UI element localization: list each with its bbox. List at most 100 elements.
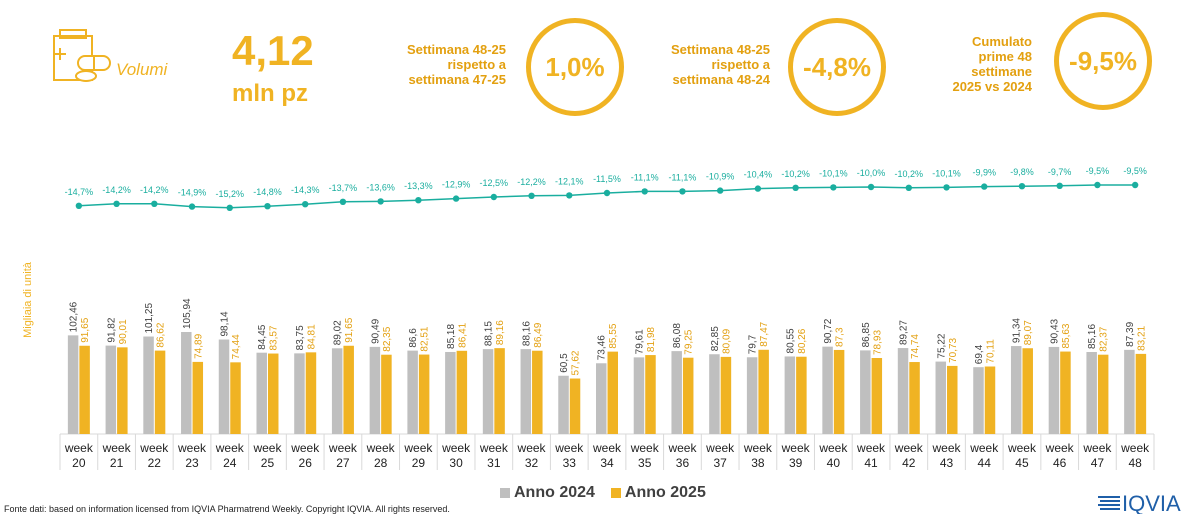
- bar-label-2025: 91,65: [80, 317, 91, 342]
- x-tick-label-week: week: [64, 441, 94, 455]
- bar-label-2024: 83,75: [295, 325, 306, 350]
- bar-label-2025: 86,41: [457, 322, 468, 347]
- bar-2024: [596, 363, 607, 434]
- bar-label-2024: 69,4: [974, 344, 985, 364]
- bar-label-2025: 74,44: [231, 334, 242, 359]
- x-tick-label-week: week: [290, 441, 320, 455]
- bar-label-2025: 90,01: [118, 319, 129, 344]
- x-tick-label-number: 47: [1091, 456, 1105, 470]
- bar-label-2024: 85,16: [1087, 324, 1098, 349]
- pct-change-label: -10,2%: [895, 169, 924, 179]
- kpi-cumulative-value: -9,5%: [1069, 45, 1137, 76]
- volumi-label: Volumi: [116, 60, 168, 79]
- pct-change-label: -12,1%: [555, 176, 584, 186]
- bar-label-2025: 78,93: [872, 330, 883, 355]
- bar-2024: [520, 349, 532, 434]
- pct-change-label: -12,2%: [517, 177, 546, 187]
- bar-label-2025: 91,65: [344, 317, 355, 342]
- bar-label-2024: 101,25: [144, 302, 155, 333]
- bar-2025: [871, 358, 883, 434]
- x-tick-label-number: 20: [72, 456, 86, 470]
- bar-label-2025: 86,62: [156, 322, 167, 347]
- bar-label-2024: 60,5: [559, 353, 570, 373]
- pct-change-point: [603, 189, 611, 197]
- x-tick-label-number: 43: [940, 456, 954, 470]
- x-tick-label-week: week: [1120, 441, 1150, 455]
- bar-label-2025: 70,73: [948, 337, 959, 362]
- pct-change-point: [943, 184, 950, 191]
- pct-change-point: [641, 188, 648, 195]
- x-tick-label-week: week: [592, 441, 622, 455]
- x-tick-label-week: week: [1007, 441, 1037, 455]
- x-tick-label-number: 33: [563, 456, 577, 470]
- x-tick-label-week: week: [479, 441, 509, 455]
- bar-2025: [720, 356, 732, 434]
- pct-change-label: -9,5%: [1123, 166, 1147, 176]
- bar-label-2024: 90,43: [1049, 318, 1060, 343]
- bar-label-2024: 88,16: [521, 321, 532, 346]
- pct-change-label: -14,2%: [102, 185, 131, 195]
- bar-label-2024: 88,15: [484, 321, 495, 346]
- legend-swatch-2024: [500, 488, 510, 498]
- bar-2025: [532, 350, 543, 434]
- x-tick-label-number: 22: [148, 456, 162, 470]
- kpi-week-vs-last-year-text: Settimana 48-25 rispetto a settimana 48-24: [671, 42, 770, 87]
- bar-label-2025: 83,21: [1136, 325, 1147, 350]
- x-tick-label-number: 35: [638, 456, 652, 470]
- bar-2025: [947, 365, 958, 434]
- bar-2024: [294, 353, 305, 434]
- bar-label-2025: 82,35: [382, 326, 393, 351]
- pct-change-label: -9,8%: [1010, 167, 1034, 177]
- bar-2024: [105, 345, 117, 434]
- bar-label-2024: 91,82: [106, 317, 117, 342]
- pct-change-label: -15,2%: [215, 189, 244, 199]
- bar-2025: [607, 351, 618, 434]
- x-tick-label-number: 21: [110, 456, 124, 470]
- pct-change-label: -12,9%: [442, 180, 471, 190]
- svg-text:IQVIA: IQVIA: [1122, 491, 1181, 514]
- pct-change-point: [415, 197, 422, 204]
- bar-label-2024: 90,72: [823, 318, 834, 343]
- bar-label-2024: 80,55: [785, 328, 796, 353]
- pct-change-point: [679, 188, 686, 195]
- x-tick-label-number: 46: [1053, 456, 1067, 470]
- bar-2024: [558, 375, 569, 434]
- x-tick-label-number: 40: [827, 456, 841, 470]
- bar-label-2025: 82,37: [1099, 326, 1110, 351]
- x-tick-label-week: week: [818, 441, 848, 455]
- bar-2024: [822, 346, 833, 434]
- pct-change-label: -14,3%: [291, 185, 320, 195]
- pct-change-point: [75, 202, 83, 209]
- pct-change-point: [754, 185, 762, 192]
- x-tick-label-week: week: [403, 441, 433, 455]
- x-tick-label-week: week: [743, 441, 773, 455]
- x-tick-label-week: week: [1082, 441, 1112, 455]
- bar-label-2024: 75,22: [936, 333, 947, 358]
- bar-label-2024: 90,49: [370, 318, 381, 343]
- bar-label-2025: 80,09: [721, 328, 732, 353]
- x-tick-label-number: 31: [487, 456, 501, 470]
- bar-2024: [218, 339, 230, 434]
- bar-label-2024: 89,27: [899, 320, 910, 345]
- bar-label-2025: 57,62: [571, 350, 582, 375]
- iqvia-logo: IQVIA: [1098, 491, 1181, 514]
- x-tick-label-number: 42: [902, 456, 916, 470]
- legend-label-2024: Anno 2024: [514, 484, 595, 501]
- x-tick-label-week: week: [667, 441, 697, 455]
- bar-label-2024: 86,6: [408, 328, 419, 348]
- pct-change-point: [339, 198, 347, 205]
- bar-label-2025: 74,74: [910, 334, 921, 359]
- x-tick-label-number: 29: [412, 456, 426, 470]
- pct-change-point: [566, 192, 573, 199]
- x-tick-label-week: week: [969, 441, 999, 455]
- x-tick-label-number: 32: [525, 456, 539, 470]
- bar-2024: [482, 349, 494, 434]
- bar-2024: [973, 367, 984, 434]
- bar-label-2025: 81,98: [646, 327, 657, 352]
- x-tick-label-number: 41: [864, 456, 878, 470]
- pct-change-label: -14,7%: [65, 187, 94, 197]
- bar-2024: [143, 336, 154, 434]
- bar-2025: [1060, 351, 1071, 434]
- bar-label-2024: 79,7: [748, 334, 759, 354]
- pct-change-label: -13,7%: [329, 183, 358, 193]
